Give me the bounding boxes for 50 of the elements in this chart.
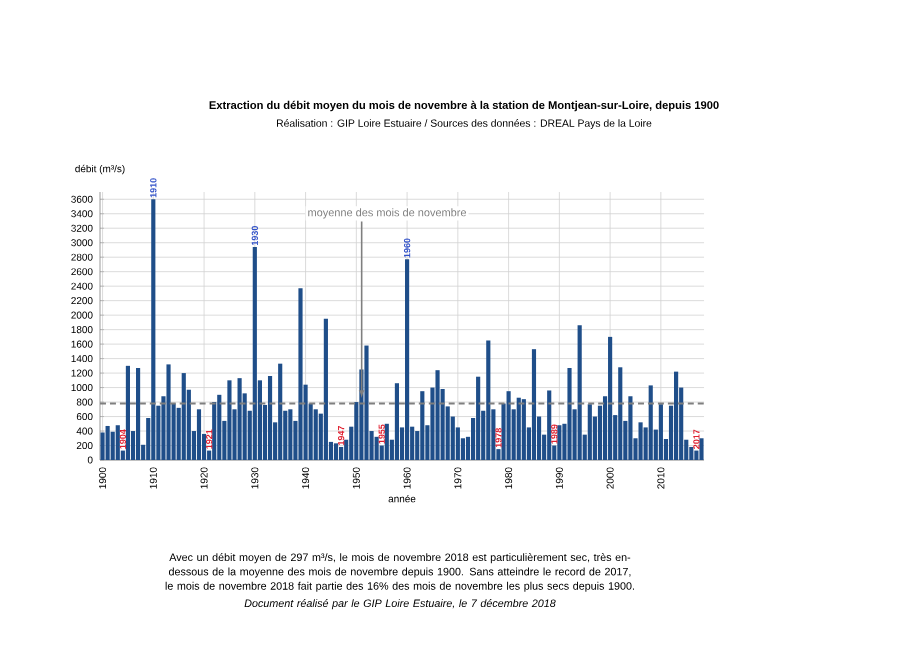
bar: [196, 409, 202, 460]
bar: [506, 391, 511, 460]
bar: [217, 394, 222, 460]
bar: [577, 325, 582, 460]
bar: [313, 409, 318, 460]
bar: [105, 425, 110, 460]
bar: [323, 318, 328, 460]
bar: [288, 409, 293, 460]
bar: [531, 349, 537, 460]
bar: [384, 423, 389, 460]
bar: [267, 375, 273, 460]
bar: [516, 397, 521, 460]
bar: [435, 370, 440, 460]
bar: [394, 383, 400, 460]
bar: [618, 367, 623, 460]
bar: [278, 363, 283, 460]
bar: [227, 380, 232, 460]
bar: [405, 259, 410, 460]
bar: [333, 443, 339, 460]
bar: [374, 436, 379, 460]
bar: [181, 373, 186, 460]
bar: [252, 247, 257, 460]
bar: [420, 391, 425, 460]
bar: [689, 446, 694, 460]
bar: [151, 199, 156, 460]
bar: [658, 404, 663, 460]
bar: [547, 390, 552, 460]
bar: [298, 288, 303, 460]
bar: [699, 438, 704, 460]
bar: [115, 425, 120, 460]
bar: [486, 340, 491, 460]
bar: [587, 404, 592, 460]
bar: [608, 336, 613, 460]
bar: [476, 376, 481, 460]
bar: [648, 385, 653, 460]
bar: [364, 345, 369, 460]
bar: [339, 446, 344, 460]
bar: [638, 422, 643, 460]
bar: [110, 431, 115, 460]
bar: [166, 364, 171, 460]
bar: [674, 371, 679, 460]
bar: [567, 368, 572, 460]
bar: [557, 425, 562, 460]
bar: [521, 399, 526, 460]
bar: [212, 402, 217, 460]
bar: [237, 378, 242, 460]
bar: [136, 368, 141, 460]
bar: [100, 432, 105, 460]
bar: [628, 396, 633, 460]
bar: [125, 365, 131, 460]
